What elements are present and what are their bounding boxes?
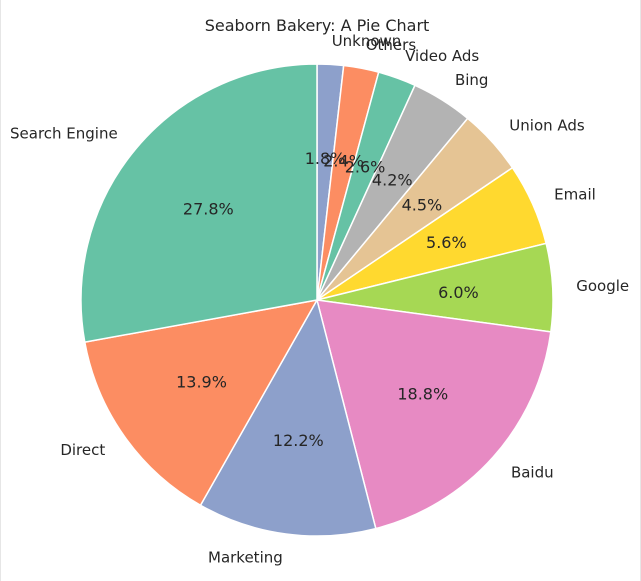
slice-percent-direct: 13.9% bbox=[176, 372, 227, 391]
chart-title: Seaborn Bakery: A Pie Chart bbox=[205, 16, 430, 35]
slice-percent-union-ads: 4.5% bbox=[402, 195, 443, 214]
slice-search-engine bbox=[80, 63, 318, 343]
slice-label-bing: Bing bbox=[455, 71, 489, 89]
slice-label-others: Others bbox=[366, 36, 417, 54]
slice-label-google: Google bbox=[576, 277, 629, 295]
slice-percent-others: 2.4% bbox=[323, 151, 364, 170]
slice-percent-search-engine: 27.8% bbox=[183, 200, 234, 219]
slice-percent-unknown: 1.8% bbox=[305, 149, 346, 168]
slice-marketing bbox=[199, 298, 377, 537]
slice-percent-marketing: 12.2% bbox=[273, 431, 324, 450]
slice-label-unknown: Unknown bbox=[332, 32, 402, 50]
slice-direct bbox=[83, 298, 319, 507]
slice-percent-google: 6.0% bbox=[438, 283, 479, 302]
slice-percent-email: 5.6% bbox=[426, 233, 467, 252]
slice-label-search-engine: Search Engine bbox=[10, 125, 118, 143]
slice-label-video-ads: Video Ads bbox=[405, 47, 479, 65]
slice-label-union-ads: Union Ads bbox=[509, 117, 585, 135]
slice-label-email: Email bbox=[554, 185, 596, 203]
pie-slices bbox=[80, 63, 554, 537]
slice-label-direct: Direct bbox=[60, 441, 105, 459]
slice-label-baidu: Baidu bbox=[511, 464, 554, 482]
slice-baidu bbox=[315, 299, 552, 530]
slice-percent-video-ads: 2.6% bbox=[345, 157, 386, 176]
slice-percent-baidu: 18.8% bbox=[397, 385, 448, 404]
pie-labels: Unknown 1.8% Others 2.4% Video Ads 2.6% Bing 4.… bbox=[10, 32, 629, 567]
slice-label-marketing: Marketing bbox=[208, 548, 283, 566]
slice-percent-bing: 4.2% bbox=[372, 171, 413, 190]
